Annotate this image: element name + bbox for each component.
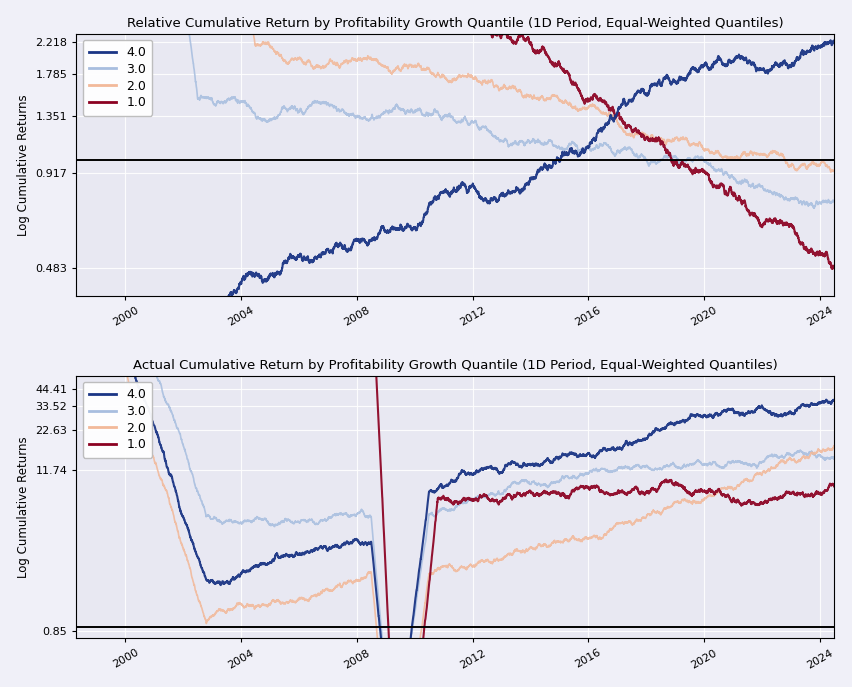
Title: Actual Cumulative Return by Profitability Growth Quantile (1D Period, Equal-Weig: Actual Cumulative Return by Profitabilit… <box>133 359 777 372</box>
Title: Relative Cumulative Return by Profitability Growth Quantile (1D Period, Equal-We: Relative Cumulative Return by Profitabil… <box>127 16 783 30</box>
Legend: 4.0, 3.0, 2.0, 1.0: 4.0, 3.0, 2.0, 1.0 <box>83 40 153 115</box>
Y-axis label: Log Cumulative Returns: Log Cumulative Returns <box>17 94 30 236</box>
Legend: 4.0, 3.0, 2.0, 1.0: 4.0, 3.0, 2.0, 1.0 <box>83 382 153 458</box>
Y-axis label: Log Cumulative Returns: Log Cumulative Returns <box>17 436 30 578</box>
